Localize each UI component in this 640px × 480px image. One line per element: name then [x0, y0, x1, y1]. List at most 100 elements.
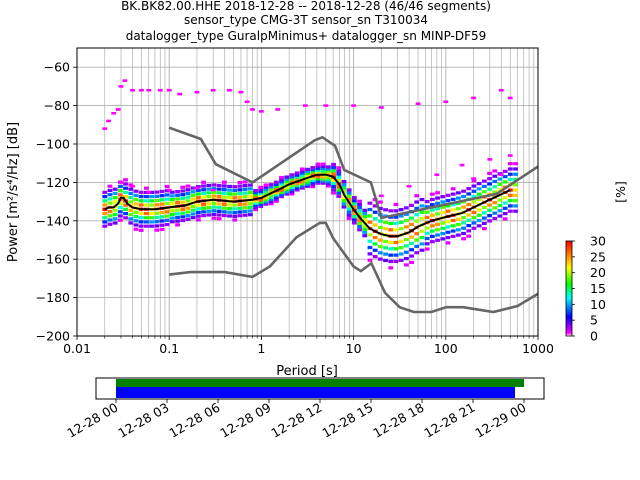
density-cell	[195, 214, 201, 218]
density-cell	[362, 208, 368, 212]
density-cell	[211, 212, 217, 217]
density-cell	[367, 245, 373, 250]
density-cell	[388, 247, 394, 251]
density-cell	[331, 181, 336, 186]
density-cell	[502, 175, 508, 179]
density-cell	[331, 166, 336, 170]
density-cell	[185, 191, 191, 196]
density-cell	[507, 204, 513, 208]
density-cell	[325, 165, 331, 169]
density-cell	[388, 209, 394, 213]
density-cell	[258, 194, 264, 198]
density-cell	[169, 212, 175, 216]
density-cell	[206, 183, 212, 188]
density-cell	[346, 210, 352, 214]
density-cell	[112, 200, 118, 204]
density-cell	[455, 217, 461, 221]
density-cell	[299, 169, 305, 173]
density-cell	[403, 250, 409, 254]
density-cell	[507, 167, 513, 171]
density-cell	[450, 218, 456, 223]
density-cell	[190, 216, 196, 220]
density-cell	[429, 229, 435, 233]
density-cell	[159, 189, 165, 194]
density-cell	[123, 178, 128, 182]
outlier-cell	[118, 85, 124, 88]
density-cell	[481, 211, 487, 215]
density-cell	[310, 180, 316, 185]
density-cell	[138, 194, 144, 199]
density-cell	[195, 192, 201, 196]
density-cell	[133, 193, 139, 198]
density-cell	[232, 207, 238, 211]
density-cell	[372, 248, 378, 252]
density-cell	[341, 183, 347, 187]
density-cell	[164, 197, 170, 201]
density-cell	[445, 220, 451, 224]
density-cell	[367, 233, 373, 237]
density-cell	[128, 217, 134, 221]
density-cell	[253, 201, 258, 205]
density-cell	[362, 224, 368, 228]
density-cell	[143, 195, 149, 199]
density-cell	[440, 226, 446, 230]
density-cell	[357, 212, 362, 216]
density-cell	[159, 210, 165, 215]
timeline-tick-label: 12-28 00	[64, 400, 120, 441]
density-cell	[190, 197, 196, 201]
outlier-cell	[406, 184, 412, 188]
density-cell	[403, 206, 409, 210]
density-cell	[117, 210, 123, 214]
density-cell	[487, 182, 492, 186]
density-cell	[133, 214, 139, 219]
density-cell	[102, 207, 108, 211]
density-cell	[190, 208, 196, 212]
density-cell	[398, 258, 404, 262]
density-cell	[221, 213, 227, 218]
density-cell	[107, 193, 113, 197]
density-cell	[154, 190, 160, 194]
density-cell	[440, 200, 446, 204]
density-cell	[201, 184, 206, 188]
density-cell	[377, 238, 383, 242]
density-cell	[502, 211, 508, 216]
y-tick-label: −140	[36, 213, 70, 228]
density-cell	[159, 202, 165, 206]
density-cell	[357, 221, 362, 226]
density-cell	[149, 199, 154, 203]
density-cell	[273, 197, 279, 201]
density-cell	[466, 202, 472, 207]
density-cell	[507, 177, 513, 182]
density-cell	[487, 214, 492, 218]
density-cell	[351, 195, 357, 200]
outlier-cell	[122, 79, 128, 82]
density-cell	[133, 202, 139, 206]
density-cell	[403, 212, 409, 216]
density-cell	[377, 257, 383, 261]
density-cell	[414, 194, 420, 198]
density-cell	[320, 168, 326, 173]
density-cell	[372, 236, 378, 240]
density-cell	[393, 209, 399, 213]
outlier-cell	[471, 177, 476, 180]
density-cell	[388, 221, 394, 226]
density-cell	[253, 191, 258, 195]
density-cell	[403, 218, 409, 223]
density-cell	[481, 190, 487, 194]
density-cell	[320, 179, 326, 183]
outlier-cell	[146, 190, 152, 194]
density-cell	[253, 203, 258, 207]
density-cell	[305, 180, 310, 184]
density-cell	[481, 216, 487, 220]
density-cell	[393, 202, 399, 207]
density-cell	[206, 205, 212, 210]
x-tick-label: 10	[346, 341, 362, 356]
density-cell	[284, 175, 290, 179]
outlier-cell	[238, 90, 244, 94]
density-cell	[310, 168, 316, 172]
density-cell	[398, 220, 404, 224]
density-cell	[102, 203, 108, 207]
density-cell	[435, 222, 440, 227]
density-cell	[201, 191, 206, 196]
